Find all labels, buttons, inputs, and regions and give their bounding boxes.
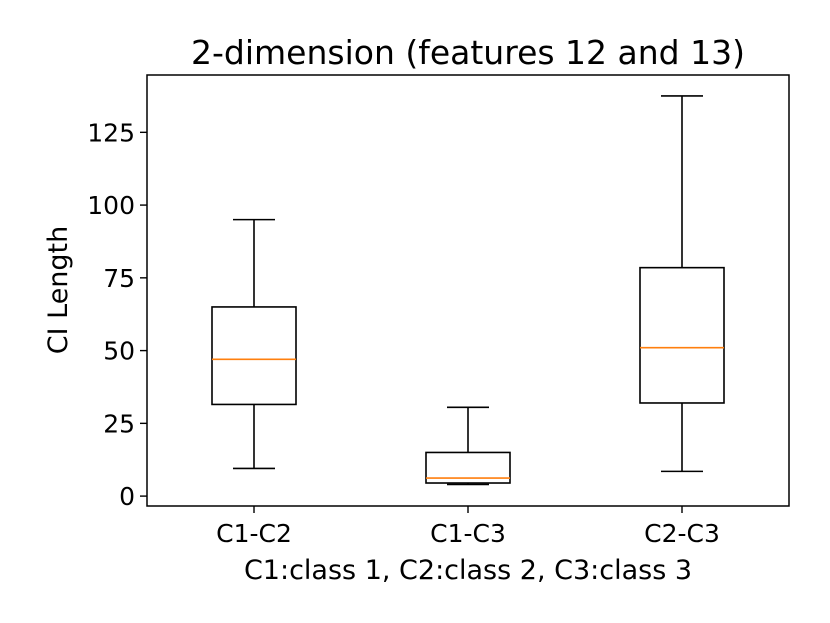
y-tick-label: 75 xyxy=(103,264,135,293)
chart-title: 2-dimension (features 12 and 13) xyxy=(191,33,745,72)
y-tick-label: 50 xyxy=(103,337,135,366)
box-c1-c3 xyxy=(425,406,511,486)
box-iqr xyxy=(211,306,297,406)
axis-ticks: 0 25 50 75 100 125 C1-C2 C1-C3 C2-C3 xyxy=(87,118,720,548)
x-tick-label: C2-C3 xyxy=(644,519,720,548)
box-c1-c2 xyxy=(211,218,297,470)
plot-marks xyxy=(211,95,725,486)
box-iqr xyxy=(425,451,511,484)
box-c2-c3 xyxy=(639,95,725,473)
y-tick-label: 0 xyxy=(119,482,135,511)
plot-frame xyxy=(146,74,790,507)
x-axis-label: C1:class 1, C2:class 2, C3:class 3 xyxy=(244,555,692,586)
x-tick-label: C1-C2 xyxy=(216,519,292,548)
box-iqr xyxy=(639,266,725,404)
y-tick-label: 25 xyxy=(103,409,135,438)
y-tick-label: 125 xyxy=(87,118,135,147)
x-tick-label: C1-C3 xyxy=(430,519,506,548)
y-axis-label: CI Length xyxy=(43,226,74,355)
y-tick-label: 100 xyxy=(87,191,135,220)
